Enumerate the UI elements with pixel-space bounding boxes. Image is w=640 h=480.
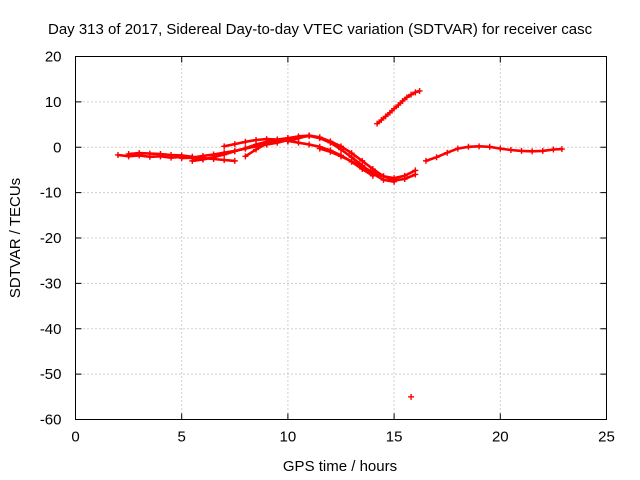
data-point	[412, 89, 419, 96]
data-point	[391, 175, 398, 182]
data-point	[316, 134, 323, 141]
data-point	[146, 150, 153, 157]
data-point	[338, 153, 344, 160]
data-point	[401, 172, 408, 179]
data-point	[374, 120, 381, 127]
data-point	[284, 138, 291, 145]
data-point	[507, 146, 514, 153]
y-axis-label: SDTVAR / TECUs	[7, 178, 24, 298]
data-point	[558, 146, 565, 153]
x-tick-label: 15	[386, 429, 403, 446]
data-point	[391, 105, 398, 112]
data-point	[242, 153, 249, 160]
y-tick-label: 10	[45, 94, 62, 111]
data-point	[550, 146, 557, 153]
data-point	[189, 157, 196, 164]
data-point	[263, 141, 270, 148]
data-point	[433, 154, 440, 161]
data-point	[178, 155, 185, 162]
data-point	[199, 156, 206, 163]
data-point	[529, 148, 536, 155]
data-point	[125, 151, 132, 158]
data-point	[380, 173, 387, 180]
x-tick-label: 20	[492, 429, 509, 446]
data-point	[316, 145, 323, 152]
data-point	[253, 136, 260, 143]
y-tick-label: -50	[40, 366, 62, 383]
data-point	[348, 150, 355, 157]
data-point	[306, 141, 313, 148]
data-point	[378, 117, 385, 124]
y-tick-label: 20	[45, 49, 62, 66]
data-point	[395, 102, 402, 109]
data-point	[231, 157, 238, 164]
y-tick-label: -10	[40, 185, 62, 202]
data-point	[382, 113, 389, 120]
y-tick-label: -20	[40, 230, 62, 247]
data-point	[416, 87, 423, 94]
data-point	[210, 154, 217, 161]
plot-frame	[75, 56, 607, 420]
data-point	[476, 143, 483, 150]
data-point	[465, 143, 472, 150]
y-tick-label: -60	[40, 412, 62, 429]
data-point	[518, 147, 525, 154]
data-point	[497, 145, 504, 152]
data-point	[136, 150, 143, 157]
data-point	[412, 167, 419, 174]
data-point	[359, 163, 366, 170]
data-point	[231, 148, 238, 155]
x-tick-label: 10	[280, 429, 297, 446]
y-tick-label: -40	[40, 321, 62, 338]
data-point	[242, 145, 249, 152]
data-point	[168, 151, 175, 158]
x-axis-label: GPS time / hours	[283, 458, 397, 475]
tick-layer	[75, 56, 607, 420]
data-point	[422, 157, 429, 164]
data-point	[454, 145, 461, 152]
data-point	[486, 143, 493, 150]
data-point	[408, 91, 415, 98]
series-arc-9	[316, 145, 419, 182]
data-point	[348, 158, 355, 165]
data-point	[444, 149, 451, 156]
x-tick-label: 0	[71, 429, 79, 446]
tick-label-layer: 0 5 10 15 20 25 -60 -50 -40 -30 -20 -10 0 10 20	[40, 49, 615, 446]
data-point	[221, 156, 228, 163]
series-arc-10	[374, 87, 423, 127]
series-arc-11	[422, 143, 565, 164]
data-point	[403, 94, 410, 101]
data-point	[369, 169, 376, 176]
data-point	[231, 141, 238, 148]
data-point	[114, 151, 121, 158]
data-point	[359, 157, 366, 164]
data-point	[327, 148, 334, 155]
data-point	[221, 143, 228, 150]
data-point	[221, 151, 228, 158]
data-point	[157, 151, 164, 158]
series-line	[318, 147, 417, 180]
x-tick-label: 5	[178, 429, 186, 446]
data-point	[327, 138, 334, 145]
y-tick-label: 0	[53, 139, 61, 156]
data-point	[386, 109, 393, 116]
x-tick-label: 25	[598, 429, 615, 446]
data-point	[306, 132, 313, 139]
data-point	[539, 147, 546, 154]
data-point	[242, 138, 249, 145]
data-layer	[114, 87, 565, 400]
data-point	[338, 143, 344, 150]
chart-title: Day 313 of 2017, Sidereal Day-to-day VTE…	[48, 21, 593, 38]
y-tick-label: -30	[40, 275, 62, 292]
series-line	[424, 145, 564, 163]
data-point	[253, 146, 260, 153]
data-point	[408, 393, 415, 400]
series-outlier	[408, 393, 415, 400]
grid-layer	[75, 56, 607, 420]
data-point	[399, 97, 406, 104]
data-point	[295, 135, 302, 142]
data-point	[274, 139, 281, 146]
